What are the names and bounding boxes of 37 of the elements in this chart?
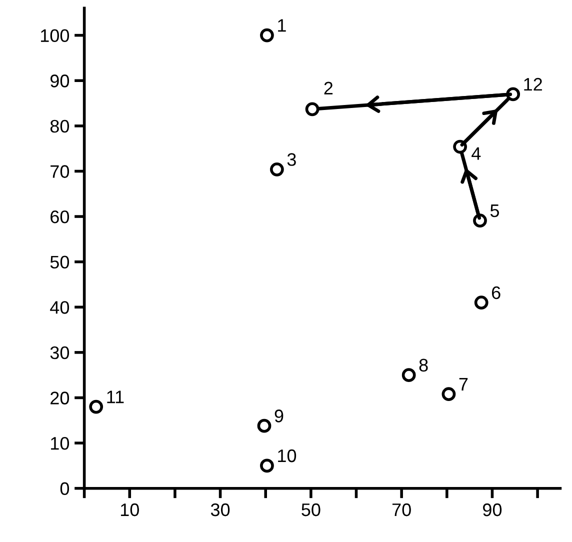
y-tick-label: 50 bbox=[50, 256, 70, 269]
y-tick-label: 100 bbox=[40, 29, 70, 42]
point bbox=[474, 296, 488, 310]
y-tick-label: 90 bbox=[50, 74, 70, 88]
annotation: 8 bbox=[419, 358, 428, 372]
annotation: 7 bbox=[459, 378, 468, 390]
annotation: 3 bbox=[287, 153, 296, 166]
annotation: 9 bbox=[274, 410, 284, 422]
x-tick-label: 50 bbox=[302, 503, 320, 516]
y-tick-label: 0 bbox=[60, 482, 70, 496]
x-tick-label: 90 bbox=[483, 503, 502, 516]
y-tick-label: 70 bbox=[50, 165, 70, 178]
point bbox=[402, 368, 416, 382]
annotation: 5 bbox=[490, 204, 499, 218]
annotation: 11 bbox=[107, 390, 124, 404]
annotation: 10 bbox=[278, 449, 296, 462]
y-tick-label: 40 bbox=[50, 301, 70, 314]
x-tick-label: 70 bbox=[392, 503, 411, 516]
annotation: 1 bbox=[278, 19, 286, 32]
x-tick-label: 10 bbox=[120, 503, 139, 516]
y-tick-label: 30 bbox=[50, 346, 70, 360]
point bbox=[270, 162, 284, 176]
annotation: 12 bbox=[524, 78, 542, 91]
annotation: 6 bbox=[492, 286, 500, 300]
point bbox=[260, 458, 274, 473]
y-tick-label: 80 bbox=[50, 120, 70, 133]
point bbox=[260, 28, 274, 42]
point bbox=[89, 400, 104, 414]
y-tick-label: 60 bbox=[50, 210, 70, 224]
point bbox=[305, 102, 320, 116]
x-tick-label: 30 bbox=[210, 503, 230, 516]
y-tick-label: 20 bbox=[50, 392, 70, 404]
y-tick-label: 10 bbox=[51, 436, 70, 450]
point bbox=[442, 387, 456, 402]
point bbox=[257, 418, 272, 433]
annotation: 4 bbox=[472, 147, 481, 160]
annotation: 2 bbox=[324, 82, 333, 94]
